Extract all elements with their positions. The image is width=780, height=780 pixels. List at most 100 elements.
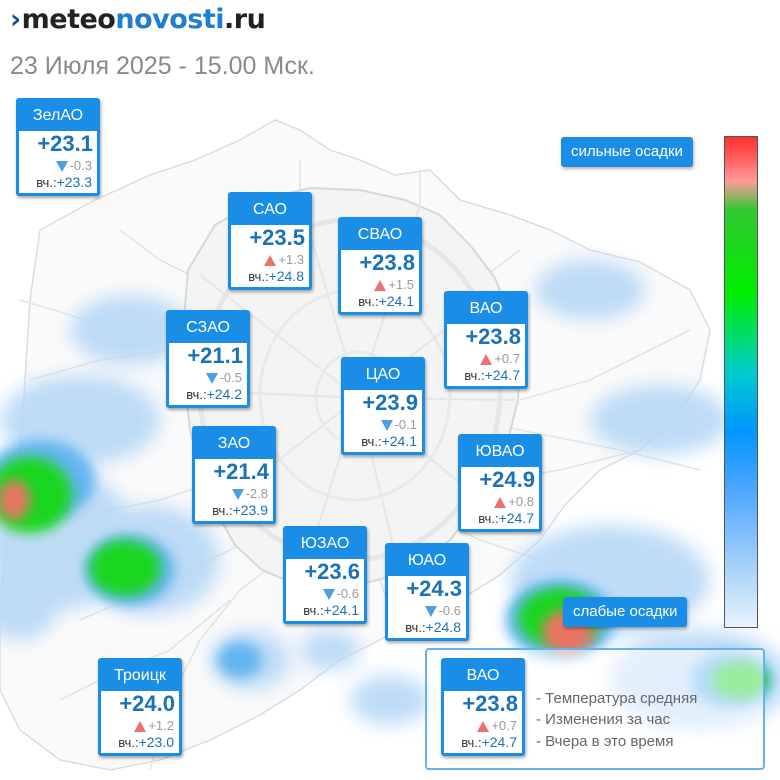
- district-change: +0.7: [447, 350, 525, 367]
- district-yesterday: вч.:+24.7: [444, 734, 522, 751]
- change-value: -2.8: [245, 486, 268, 501]
- district-name: ЦАО: [344, 360, 422, 390]
- district-name: СЗАО: [169, 313, 247, 343]
- trend-up-icon: [477, 721, 490, 733]
- yesterday-value: +23.9: [232, 502, 268, 518]
- yesterday-value: +24.8: [268, 268, 304, 284]
- yesterday-value: +23.0: [138, 734, 174, 750]
- district-yesterday: вч.:+24.7: [447, 367, 525, 384]
- district-yesterday: вч.:+23.9: [195, 502, 273, 519]
- logo-part-ru: .ru: [224, 4, 266, 35]
- trend-up-icon: [134, 721, 147, 733]
- district-name: Троицк: [101, 661, 179, 691]
- district-change: -2.8: [195, 485, 273, 502]
- weak-precip-label: слабые осадки: [563, 597, 688, 627]
- yesterday-label: вч.:: [212, 503, 233, 518]
- district-change: -0.3: [19, 157, 97, 174]
- district-svao: СВАО +23.8 +1.5 вч.:+24.1: [338, 217, 422, 315]
- district-name: ВАО: [447, 294, 525, 324]
- district-temp: +24.3: [406, 576, 462, 601]
- district-name: ВАО: [444, 661, 522, 691]
- district-temp: +23.9: [362, 390, 418, 415]
- district-name: САО: [231, 195, 309, 225]
- district-yesterday: вч.:+24.1: [341, 293, 419, 310]
- district-name: СВАО: [341, 220, 419, 250]
- change-value: -0.6: [438, 603, 461, 618]
- district-yesterday: вч.:+23.0: [101, 734, 179, 751]
- yesterday-label: вч.:: [461, 735, 482, 750]
- site-logo[interactable]: ›meteonovosti.ru: [10, 4, 266, 35]
- district-name: ЮАО: [388, 546, 466, 576]
- report-time: 23 Июля 2025 - 15.00 Мск.: [10, 52, 315, 80]
- district-change: -0.5: [169, 369, 247, 386]
- district-change: +1.5: [341, 276, 419, 293]
- trend-up-icon: [480, 354, 493, 366]
- yesterday-label: вч.:: [248, 269, 269, 284]
- trend-up-icon: [494, 497, 507, 509]
- change-value: -0.3: [69, 158, 92, 173]
- district-change: -0.6: [286, 585, 364, 602]
- district-temp: +24.9: [479, 467, 535, 492]
- district-temp: +23.1: [37, 131, 93, 156]
- district-temp: +23.8: [359, 250, 415, 275]
- district-yesterday: вч.:+24.8: [231, 268, 309, 285]
- change-value: -0.6: [336, 586, 359, 601]
- yesterday-label: вч.:: [358, 294, 379, 309]
- yesterday-label: вч.:: [405, 620, 426, 635]
- district-name: ЮВАО: [461, 437, 539, 467]
- legend-change-desc: - Изменения за час: [536, 711, 671, 728]
- trend-down-icon: [205, 373, 218, 385]
- district-sao: САО +23.5 +1.3 вч.:+24.8: [228, 192, 312, 290]
- district-yuvao: ЮВАО +24.9 +0.8 вч.:+24.7: [458, 434, 542, 532]
- yesterday-value: +24.1: [381, 433, 417, 449]
- change-value: +0.7: [494, 351, 520, 366]
- district-yesterday: вч.:+24.1: [286, 602, 364, 619]
- district-change: +1.2: [101, 717, 179, 734]
- yesterday-value: +24.7: [481, 734, 517, 750]
- district-change: +0.7: [444, 717, 522, 734]
- yesterday-label: вч.:: [361, 434, 382, 449]
- district-temp: +23.8: [462, 691, 518, 716]
- change-value: -0.1: [394, 417, 417, 432]
- district-temp: +23.5: [249, 225, 305, 250]
- logo-mark: ›: [10, 4, 21, 35]
- yesterday-value: +24.8: [425, 619, 461, 635]
- yesterday-label: вч.:: [303, 603, 324, 618]
- precip-strong: [0, 480, 594, 654]
- change-value: +1.3: [278, 252, 304, 267]
- logo-part-novosti: novosti: [115, 4, 225, 35]
- yesterday-value: +24.1: [323, 602, 359, 618]
- yesterday-label: вч.:: [118, 735, 139, 750]
- district-szao: СЗАО +21.1 -0.5 вч.:+24.2: [166, 310, 250, 408]
- trend-down-icon: [55, 161, 68, 173]
- yesterday-value: +24.2: [206, 386, 242, 402]
- precipitation-scale-bar: [724, 136, 758, 628]
- yesterday-value: +24.7: [484, 367, 520, 383]
- legend-yesterday-desc: - Вчера в это время: [536, 733, 674, 750]
- yesterday-value: +24.7: [498, 510, 534, 526]
- district-change: +1.3: [231, 251, 309, 268]
- district-yesterday: вч.:+24.8: [388, 619, 466, 636]
- district-change: +0.8: [461, 493, 539, 510]
- district-yuzao: ЮЗАО +23.6 -0.6 вч.:+24.1: [283, 526, 367, 624]
- district-name: ЮЗАО: [286, 529, 364, 559]
- legend-temp-desc: - Температура средняя: [536, 690, 698, 707]
- change-value: +1.5: [388, 277, 414, 292]
- district-temp: +24.0: [119, 691, 175, 716]
- district-vao: ВАО +23.8 +0.7 вч.:+24.7: [444, 291, 528, 389]
- district-zao: ЗАО +21.4 -2.8 вч.:+23.9: [192, 426, 276, 524]
- yesterday-label: вч.:: [186, 387, 207, 402]
- trend-down-icon: [322, 589, 335, 601]
- district-temp: +23.8: [465, 324, 521, 349]
- change-value: -0.5: [219, 370, 242, 385]
- yesterday-label: вч.:: [36, 175, 57, 190]
- trend-up-icon: [374, 280, 387, 292]
- district-yesterday: вч.:+24.7: [461, 510, 539, 527]
- trend-down-icon: [380, 420, 393, 432]
- change-value: +1.2: [148, 718, 174, 733]
- legend-example-box: ВАО +23.8 +0.7 вч.:+24.7: [441, 658, 525, 756]
- district-zelao: ЗелАО +23.1 -0.3 вч.:+23.3: [16, 98, 100, 196]
- district-yuao: ЮАО +24.3 -0.6 вч.:+24.8: [385, 543, 469, 641]
- district-temp: +21.1: [187, 343, 243, 368]
- district-name: ЗАО: [195, 429, 273, 459]
